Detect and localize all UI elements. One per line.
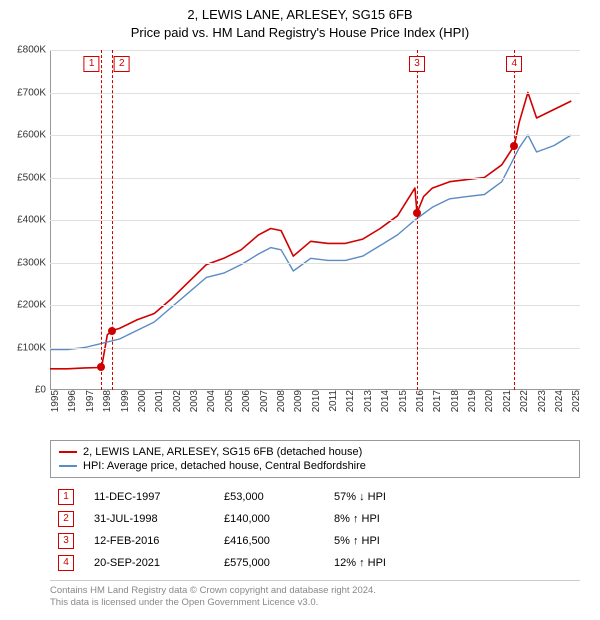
event-price: £416,500 (224, 535, 314, 547)
gridline-h (50, 348, 580, 349)
marker-dot-3 (413, 209, 421, 217)
x-axis-label: 2016 (411, 390, 426, 412)
x-axis-label: 2014 (376, 390, 391, 412)
x-axis-label: 2004 (202, 390, 217, 412)
gridline-h (50, 135, 580, 136)
y-axis-label: £700K (17, 87, 50, 98)
y-axis-label: £500K (17, 172, 50, 183)
event-row: 2 31-JUL-1998 £140,000 8% ↑ HPI (50, 508, 580, 530)
legend-row: 2, LEWIS LANE, ARLESEY, SG15 6FB (detach… (59, 445, 571, 459)
event-hpi: 57% ↓ HPI (334, 491, 454, 503)
marker-box-4: 4 (506, 56, 522, 72)
x-axis-label: 2013 (359, 390, 374, 412)
legend-label: HPI: Average price, detached house, Cent… (83, 460, 366, 472)
event-number-box: 1 (58, 489, 74, 505)
x-axis-label: 1995 (46, 390, 61, 412)
x-axis-label: 2017 (428, 390, 443, 412)
chart-container: 2, LEWIS LANE, ARLESEY, SG15 6FB Price p… (0, 0, 600, 620)
gridline-h (50, 263, 580, 264)
x-axis-label: 2020 (480, 390, 495, 412)
legend-row: HPI: Average price, detached house, Cent… (59, 459, 571, 473)
marker-line-1 (101, 50, 102, 390)
x-axis-label: 2022 (515, 390, 530, 412)
event-price: £575,000 (224, 557, 314, 569)
marker-dot-1 (97, 363, 105, 371)
legend-swatch (59, 451, 77, 453)
event-number-box: 4 (58, 555, 74, 571)
y-axis-label: £100K (17, 342, 50, 353)
marker-dot-4 (510, 142, 518, 150)
event-date: 11-DEC-1997 (94, 491, 204, 503)
title-line-1: 2, LEWIS LANE, ARLESEY, SG15 6FB (0, 6, 600, 24)
event-row: 3 12-FEB-2016 £416,500 5% ↑ HPI (50, 530, 580, 552)
title-line-2: Price paid vs. HM Land Registry's House … (0, 24, 600, 42)
footer-line-2: This data is licensed under the Open Gov… (50, 597, 580, 609)
x-axis-label: 2010 (307, 390, 322, 412)
gridline-h (50, 50, 580, 51)
event-price: £140,000 (224, 513, 314, 525)
x-axis-label: 2009 (289, 390, 304, 412)
x-axis-label: 2008 (272, 390, 287, 412)
y-axis-label: £600K (17, 130, 50, 141)
x-axis-label: 2002 (168, 390, 183, 412)
x-axis-label: 2011 (324, 390, 339, 412)
x-axis-label: 1998 (98, 390, 113, 412)
x-axis-label: 2024 (550, 390, 565, 412)
event-date: 12-FEB-2016 (94, 535, 204, 547)
marker-dot-2 (108, 327, 116, 335)
y-axis-label: £800K (17, 45, 50, 56)
x-axis-label: 1997 (81, 390, 96, 412)
marker-box-2: 2 (114, 56, 130, 72)
chart-area: £0£100K£200K£300K£400K£500K£600K£700K£80… (50, 50, 580, 390)
y-axis-label: £400K (17, 215, 50, 226)
x-axis-label: 2007 (255, 390, 270, 412)
x-axis-label: 2015 (394, 390, 409, 412)
x-axis-label: 1999 (116, 390, 131, 412)
event-date: 31-JUL-1998 (94, 513, 204, 525)
title-block: 2, LEWIS LANE, ARLESEY, SG15 6FB Price p… (0, 0, 600, 42)
event-row: 4 20-SEP-2021 £575,000 12% ↑ HPI (50, 552, 580, 574)
footer: Contains HM Land Registry data © Crown c… (50, 580, 580, 610)
footer-line-1: Contains HM Land Registry data © Crown c… (50, 585, 580, 597)
x-axis-label: 2000 (133, 390, 148, 412)
x-axis-label: 2012 (341, 390, 356, 412)
x-axis-label: 2025 (567, 390, 582, 412)
gridline-h (50, 305, 580, 306)
marker-box-3: 3 (409, 56, 425, 72)
x-axis-label: 2006 (237, 390, 252, 412)
x-axis-label: 2005 (220, 390, 235, 412)
gridline-h (50, 93, 580, 94)
x-axis-label: 2021 (498, 390, 513, 412)
event-number-box: 2 (58, 511, 74, 527)
x-axis-label: 2003 (185, 390, 200, 412)
event-price: £53,000 (224, 491, 314, 503)
x-axis-label: 2023 (533, 390, 548, 412)
x-axis-label: 2019 (463, 390, 478, 412)
marker-line-2 (112, 50, 113, 390)
legend-swatch (59, 465, 77, 467)
marker-box-1: 1 (84, 56, 100, 72)
event-hpi: 8% ↑ HPI (334, 513, 454, 525)
gridline-h (50, 178, 580, 179)
y-axis-label: £200K (17, 300, 50, 311)
event-date: 20-SEP-2021 (94, 557, 204, 569)
event-hpi: 12% ↑ HPI (334, 557, 454, 569)
gridline-h (50, 220, 580, 221)
x-axis-label: 2018 (446, 390, 461, 412)
y-axis-label: £300K (17, 257, 50, 268)
event-hpi: 5% ↑ HPI (334, 535, 454, 547)
legend-label: 2, LEWIS LANE, ARLESEY, SG15 6FB (detach… (83, 446, 362, 458)
x-axis-label: 1996 (63, 390, 78, 412)
event-row: 1 11-DEC-1997 £53,000 57% ↓ HPI (50, 486, 580, 508)
series-property (50, 93, 571, 369)
events-table: 1 11-DEC-1997 £53,000 57% ↓ HPI 2 31-JUL-1998… (50, 486, 580, 574)
marker-line-3 (417, 50, 418, 390)
marker-line-4 (514, 50, 515, 390)
event-number-box: 3 (58, 533, 74, 549)
legend-box: 2, LEWIS LANE, ARLESEY, SG15 6FB (detach… (50, 440, 580, 478)
x-axis-label: 2001 (150, 390, 165, 412)
